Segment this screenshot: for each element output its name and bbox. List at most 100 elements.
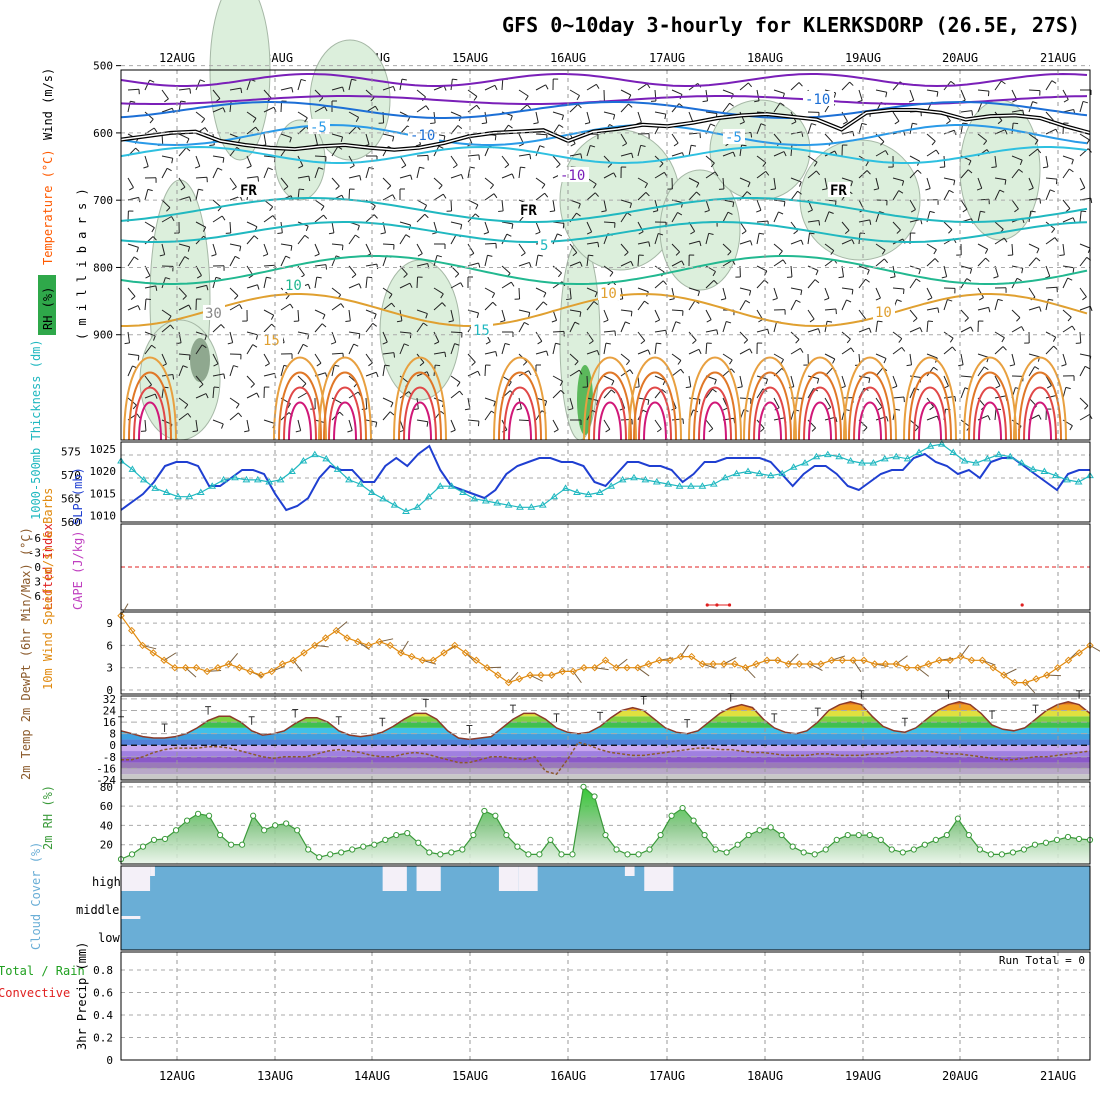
thickness-point <box>367 488 376 496</box>
wind-barb-flag <box>929 210 935 214</box>
wind-barb-flag <box>483 231 489 235</box>
wind-barb <box>229 221 232 234</box>
wind-barb <box>688 375 692 387</box>
wind-barb-flag <box>535 231 541 235</box>
wind-barb-flag <box>754 100 760 103</box>
wind-barb-flag <box>180 186 186 191</box>
wind-barb <box>977 211 981 223</box>
wind-barb <box>450 419 456 431</box>
wind-barb-flag <box>504 342 510 346</box>
slp-line <box>120 444 1090 512</box>
wind10-point <box>300 649 308 657</box>
wind-barb <box>127 88 140 91</box>
wind-barb <box>263 89 272 99</box>
rh-point <box>1031 841 1039 848</box>
wind-barb-flag <box>323 214 328 220</box>
wind-barb-flag <box>1022 110 1025 116</box>
wind-barb-flag <box>750 132 753 138</box>
cloud-level-low: low <box>98 931 120 945</box>
wind-barb-flag <box>543 292 547 298</box>
wind-barb <box>297 419 302 431</box>
wind-barb-flag <box>934 258 939 263</box>
temp-minmax-bar <box>901 717 908 727</box>
temp-tick-label: -16 <box>96 762 116 775</box>
wind-barb <box>382 177 392 187</box>
wind-barb <box>705 279 715 289</box>
wind-barb-flag <box>941 276 947 279</box>
wind-barb-flag <box>729 359 733 365</box>
wind-barb <box>501 265 511 274</box>
temp-minmax-bar <box>292 709 299 718</box>
rh-point <box>822 846 829 853</box>
wind-barb-flag <box>1009 364 1015 367</box>
thickness-point <box>459 488 467 496</box>
wind-barb-flag <box>555 342 561 345</box>
wind-barb-flag <box>1084 365 1090 370</box>
wind-barb <box>535 177 546 185</box>
wind-barb-flag <box>184 256 190 260</box>
temp-band <box>121 762 1090 769</box>
wind-barb-flag <box>392 86 396 92</box>
wind-barb-flag <box>800 239 804 245</box>
wind-barb <box>144 298 147 311</box>
wind-barb <box>246 176 258 179</box>
wind-barb-flag <box>741 230 747 235</box>
wind10-point <box>418 656 427 664</box>
wind-barb-flag <box>372 205 376 211</box>
wind-barb <box>212 419 224 425</box>
wind-barb-flag <box>478 154 480 160</box>
wind-barb <box>688 300 696 311</box>
wind-barb <box>637 83 648 91</box>
wind-barb-flag <box>206 285 209 291</box>
wind10-point <box>935 656 943 664</box>
wind-barb-flag <box>390 402 394 408</box>
wind-barb <box>756 155 767 164</box>
wind-barb-flag <box>896 229 901 234</box>
wind-barb-flag <box>800 290 803 296</box>
wind-barb <box>212 277 217 289</box>
wind-barb <box>841 239 853 245</box>
wind-barb <box>416 199 427 206</box>
wind-barb-flag <box>419 362 425 367</box>
wind-barb <box>552 375 563 382</box>
wind-barb-flag <box>401 78 407 81</box>
thickness-point <box>550 492 559 500</box>
wind-barb-flag <box>1014 208 1019 213</box>
wind-barb <box>790 177 802 183</box>
wind-barb-flag <box>426 371 430 377</box>
wind-barb-flag <box>287 403 291 409</box>
wind-tick-label: 0 <box>106 684 113 697</box>
contour-label: 10 <box>600 286 617 302</box>
wind-barb <box>484 242 497 245</box>
temp-tick-label: 8 <box>109 728 116 741</box>
wind-barb <box>603 389 612 399</box>
wind-barb-flag <box>316 276 322 279</box>
wind-barb-flag <box>638 231 644 235</box>
lifted-index-tick-label: 6 <box>34 590 41 603</box>
wind-barb <box>875 258 885 267</box>
wind-barb <box>773 151 785 157</box>
wind10-point <box>504 678 513 687</box>
wind-barb <box>977 415 989 421</box>
wind-barb <box>399 221 411 226</box>
wind-barb <box>535 301 544 311</box>
warm-contour <box>903 356 957 441</box>
thickness-point <box>880 454 889 462</box>
wind-barb-flag <box>935 149 940 155</box>
wind10-axis-label: 10m Wind Speed (m/s) & Barbs <box>41 488 55 690</box>
temp-tick-label: 32 <box>103 693 116 706</box>
wind-barb <box>841 130 853 135</box>
contour-label-bg <box>538 237 551 252</box>
rh-point <box>745 831 752 839</box>
warm-contour <box>633 371 677 441</box>
wind-barb <box>212 167 219 179</box>
wind-barb-flag <box>908 99 914 103</box>
wind-barb <box>178 88 190 91</box>
wind-barb <box>756 328 768 333</box>
wind10-point <box>483 664 491 672</box>
wind-barb <box>705 233 710 245</box>
wind-barb-flag <box>697 291 700 297</box>
wind-barb <box>161 353 167 365</box>
wind-barb-flag <box>799 181 802 187</box>
warm-contour <box>403 386 437 441</box>
